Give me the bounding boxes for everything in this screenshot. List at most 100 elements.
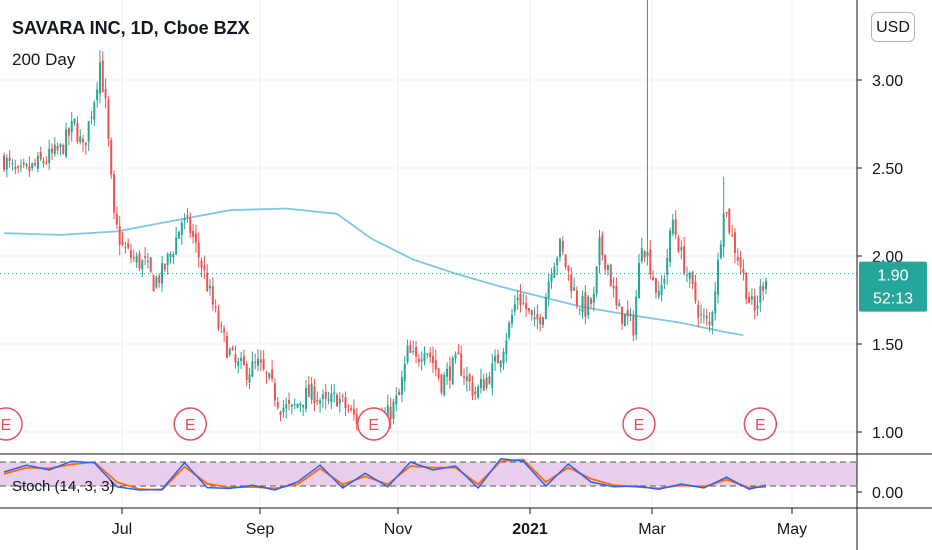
candle-body	[70, 121, 73, 133]
candle-body	[496, 354, 499, 364]
candle-body	[296, 403, 299, 408]
candle-body	[437, 368, 440, 378]
candle-body	[152, 275, 155, 292]
candle-body	[330, 393, 333, 403]
candle-body	[228, 349, 231, 355]
candle-body	[279, 411, 282, 415]
candle-body	[319, 400, 322, 404]
candle-body	[519, 293, 522, 305]
candle-body	[135, 255, 138, 263]
candle-body	[731, 234, 734, 236]
candle-body	[739, 257, 742, 268]
candle-body	[448, 366, 451, 381]
candle-body	[177, 231, 180, 239]
candle-body	[429, 352, 432, 358]
candle-body	[146, 260, 149, 263]
time-tick-label: Mar	[638, 521, 666, 538]
candle-body	[313, 386, 316, 404]
candle-body	[53, 144, 56, 154]
candle-body	[254, 361, 257, 363]
candle-body	[423, 352, 426, 362]
candle-body	[618, 303, 621, 307]
time-tick-label: Nov	[384, 521, 412, 538]
currency-button[interactable]: USD	[871, 12, 915, 42]
price-tick-label: 1.50	[872, 337, 903, 354]
candle-body	[558, 239, 561, 258]
candle-body	[336, 394, 339, 407]
candle-body	[748, 296, 751, 304]
candle-body	[214, 306, 217, 308]
candle-body	[463, 376, 466, 378]
candle-body	[389, 406, 392, 420]
candle-body	[268, 373, 271, 378]
candle-body	[725, 212, 728, 214]
candle-body	[11, 163, 14, 165]
candle-body	[691, 271, 694, 284]
candle-body	[149, 257, 152, 272]
candle-body	[299, 403, 302, 406]
candle-body	[680, 247, 683, 251]
candle-body	[454, 354, 457, 359]
candle-body	[17, 166, 20, 168]
candle-body	[533, 317, 536, 320]
candle-body	[220, 325, 223, 327]
candle-body	[180, 222, 183, 236]
candle-body	[765, 280, 767, 289]
stoch-indicator-label[interactable]: Stoch (14, 3, 3)	[12, 478, 115, 495]
candle-body	[118, 226, 121, 245]
ma-200-line-group	[3, 207, 744, 337]
candle-body	[474, 391, 477, 395]
candle-body	[406, 345, 409, 363]
candle-body	[34, 163, 37, 165]
candle-body	[293, 404, 296, 406]
candle-body	[259, 359, 262, 363]
candle-body	[420, 359, 423, 362]
candle-body	[248, 374, 251, 383]
candle-body	[702, 315, 705, 317]
candle-body	[107, 99, 110, 139]
candle-body	[62, 144, 65, 155]
candle-body	[561, 240, 564, 252]
candle-body	[206, 272, 209, 291]
candle-body	[606, 265, 609, 271]
ma-indicator-label[interactable]: 200 Day	[12, 50, 76, 69]
candle-body	[544, 296, 547, 320]
candle-body	[488, 376, 491, 384]
candle-body	[192, 230, 195, 237]
candle-body	[324, 391, 327, 399]
candle-body	[386, 405, 389, 419]
candle-body	[310, 383, 313, 400]
candle-body	[688, 272, 691, 279]
candle-body	[457, 352, 460, 355]
candle-body	[288, 399, 291, 404]
candle-body	[477, 386, 480, 398]
candle-body	[158, 275, 161, 283]
candle-body	[79, 136, 82, 142]
candle-body	[200, 261, 203, 268]
candle-body	[499, 360, 502, 368]
chart-title: SAVARA INC, 1D, Cboe BZX	[12, 18, 250, 38]
candle-body	[144, 256, 147, 258]
candle-body	[714, 291, 717, 314]
candle-body	[615, 286, 618, 306]
candle-body	[172, 254, 175, 258]
earnings-marker	[743, 407, 778, 441]
candle-body	[652, 277, 655, 280]
candle-body	[753, 296, 756, 311]
candle-body	[440, 374, 443, 393]
candle-body	[609, 264, 612, 287]
candle-body	[412, 351, 415, 353]
candle-body	[705, 315, 708, 319]
candle-body	[265, 372, 268, 374]
candle-body	[96, 89, 99, 101]
stochastic-pane	[0, 453, 932, 491]
earnings-marker	[0, 407, 23, 441]
candle-body	[251, 361, 254, 377]
candle-body	[491, 363, 494, 388]
candle-body	[166, 253, 169, 266]
earnings-marker-label: E	[1, 417, 12, 434]
candle-body	[623, 313, 626, 327]
candle-body	[669, 230, 672, 262]
candle-body	[671, 219, 674, 234]
